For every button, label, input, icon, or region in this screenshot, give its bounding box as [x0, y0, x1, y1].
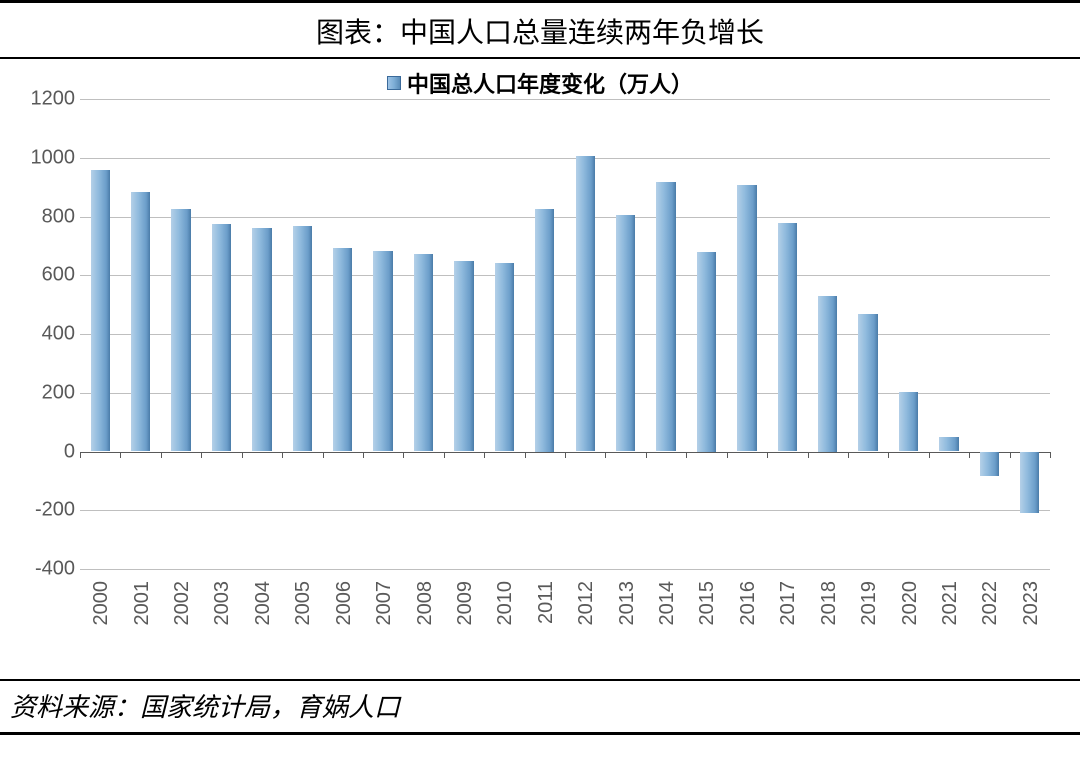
x-tick [282, 452, 283, 458]
x-tick [727, 452, 728, 458]
x-axis-label: 2015 [696, 581, 719, 626]
y-axis-label: 400 [15, 323, 75, 346]
source-label: 资料来源：国家统计局，育娲人口 [0, 679, 1080, 735]
x-axis-label: 2009 [454, 581, 477, 626]
x-tick [242, 452, 243, 458]
x-axis-label: 2020 [899, 581, 922, 626]
x-axis-label: 2021 [939, 581, 962, 626]
x-tick [403, 452, 404, 458]
gridline [80, 569, 1050, 570]
bar [252, 228, 271, 452]
bar [818, 296, 837, 452]
bar [212, 224, 231, 451]
bar [454, 261, 473, 452]
x-tick [888, 452, 889, 458]
x-axis-label: 2014 [656, 581, 679, 626]
bar [414, 254, 433, 452]
bar [778, 223, 797, 452]
gridline [80, 158, 1050, 159]
y-axis-label: 200 [15, 381, 75, 404]
bar [373, 251, 392, 451]
y-axis-label: 600 [15, 264, 75, 287]
x-axis-label: 2005 [292, 581, 315, 626]
x-tick [1050, 452, 1051, 458]
gridline [80, 510, 1050, 511]
x-axis-label: 2019 [858, 581, 881, 626]
legend-label: 中国总人口年度变化（万人） [407, 67, 693, 99]
x-axis-label: 2016 [737, 581, 760, 626]
x-axis-label: 2004 [252, 581, 275, 626]
x-tick [605, 452, 606, 458]
gridline [80, 99, 1050, 100]
bar [576, 156, 595, 452]
x-axis-label: 2022 [979, 581, 1002, 626]
x-axis-label: 2023 [1020, 581, 1043, 626]
x-tick [80, 452, 81, 458]
x-axis-label: 2007 [373, 581, 396, 626]
x-tick [808, 452, 809, 458]
x-axis-label: 2018 [818, 581, 841, 626]
x-tick [120, 452, 121, 458]
x-tick [363, 452, 364, 458]
legend-swatch-icon [387, 76, 401, 90]
y-axis-label: 800 [15, 205, 75, 228]
y-axis-label: 0 [15, 440, 75, 463]
bar [171, 209, 190, 452]
legend: 中国总人口年度变化（万人） [387, 67, 693, 99]
bar [333, 248, 352, 451]
x-axis-label: 2008 [414, 581, 437, 626]
bar [737, 185, 756, 451]
chart-area: 中国总人口年度变化（万人） -400-200020040060080010001… [0, 59, 1080, 679]
bar [939, 437, 958, 451]
gridline [80, 217, 1050, 218]
x-axis-label: 2000 [90, 581, 113, 626]
bar [697, 252, 716, 452]
bar [495, 263, 514, 451]
bar [980, 452, 999, 477]
y-axis-label: 1200 [15, 88, 75, 111]
x-tick [969, 452, 970, 458]
y-axis-label: 1000 [15, 146, 75, 169]
bar [535, 209, 554, 451]
x-tick [767, 452, 768, 458]
x-tick [161, 452, 162, 458]
x-axis-label: 2001 [131, 581, 154, 626]
bar [131, 192, 150, 452]
bar [1020, 452, 1039, 513]
plot-region: -400-20002004006008001000120020002001200… [80, 99, 1050, 569]
bar [616, 215, 635, 451]
x-axis-label: 2006 [333, 581, 356, 626]
x-axis-label: 2012 [575, 581, 598, 626]
x-tick [323, 452, 324, 458]
x-axis-label: 2017 [777, 581, 800, 626]
x-tick [565, 452, 566, 458]
x-tick [444, 452, 445, 458]
y-axis-label: -400 [15, 558, 75, 581]
x-tick [646, 452, 647, 458]
bar [293, 226, 312, 452]
x-axis-label: 2011 [535, 581, 558, 624]
x-tick [201, 452, 202, 458]
x-axis-label: 2003 [211, 581, 234, 626]
x-tick [525, 452, 526, 458]
x-tick [848, 452, 849, 458]
y-axis-label: -200 [15, 499, 75, 522]
x-axis-label: 2002 [171, 581, 194, 626]
bar [91, 170, 110, 451]
x-tick [929, 452, 930, 458]
x-tick [1010, 452, 1011, 458]
chart-title: 图表：中国人口总量连续两年负增长 [0, 0, 1080, 59]
bar [899, 392, 918, 452]
bar [656, 182, 675, 451]
x-tick [484, 452, 485, 458]
x-axis-label: 2013 [616, 581, 639, 626]
x-tick [686, 452, 687, 458]
bar [858, 314, 877, 451]
x-axis-label: 2010 [494, 581, 517, 626]
